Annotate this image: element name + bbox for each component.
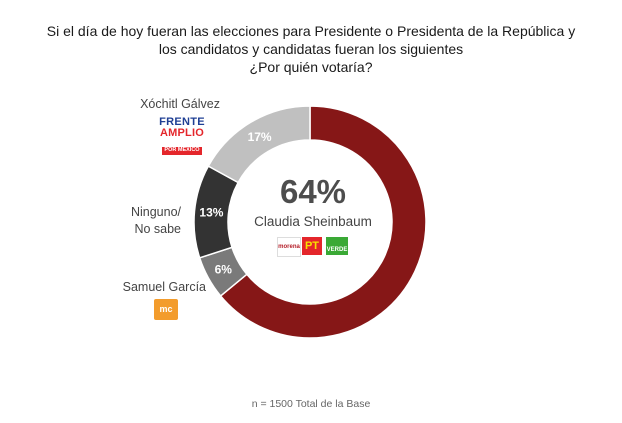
label-ninguno: Ninguno/ No sabe: [130, 205, 181, 236]
center-candidate-name: Claudia Sheinbaum: [254, 214, 372, 229]
label-galvez: Xóchitl Gálvez: [140, 97, 220, 111]
pt-logo: PT: [302, 237, 322, 255]
footnote: n = 1500 Total de la Base: [251, 398, 371, 410]
title-line-3: ¿Por quién votaría?: [249, 59, 373, 75]
center-percentage: 64%: [279, 173, 347, 210]
slice-label-ninguno-no-sabe: 13%: [199, 206, 223, 220]
chart-title: Si el día de hoy fueran las elecciones p…: [20, 22, 602, 76]
label-garcia: Samuel García: [122, 280, 206, 294]
frente-amplio-logo: FRENTE AMPLIO POR MÉXICO: [159, 116, 205, 155]
slice-label-x-chitl-g-lvez: 17%: [248, 130, 272, 144]
movimiento-ciudadano-logo: mc: [154, 299, 178, 320]
slice-label-samuel-garc-a: 6%: [215, 263, 233, 277]
morena-logo: morena: [277, 237, 301, 257]
verde-logo: VERDE: [326, 237, 348, 255]
title-line-2: los candidatos y candidatas fueran los s…: [158, 41, 464, 57]
slice-claudia-sheinbaum: [219, 105, 427, 339]
title-line-1: Si el día de hoy fueran las elecciones p…: [46, 23, 576, 39]
slice-x-chitl-g-lvez: [207, 105, 311, 184]
